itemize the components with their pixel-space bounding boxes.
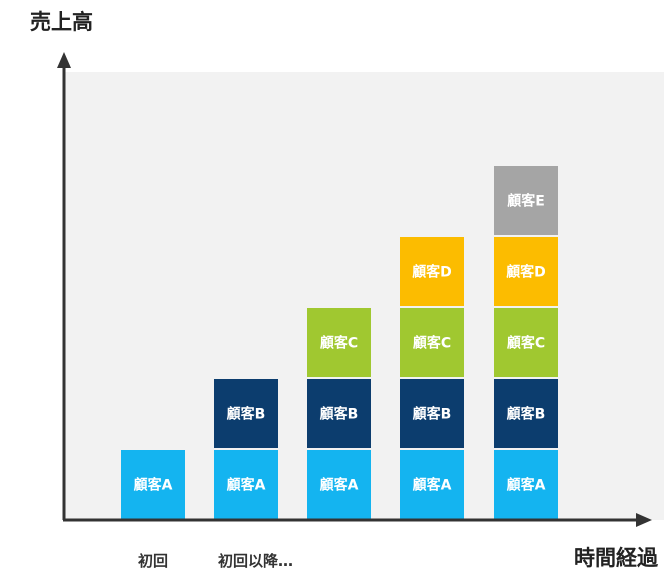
bar-segment (121, 450, 185, 519)
segment-label: 顧客A (134, 477, 173, 494)
bar-segment (214, 450, 278, 519)
segment-label: 顧客C (320, 335, 358, 352)
segment-label: 顧客B (227, 406, 266, 423)
segment-label: 顧客E (507, 193, 545, 210)
bar-segment (214, 379, 278, 448)
bar-segment (307, 379, 371, 448)
segment-label: 顧客A (413, 477, 452, 494)
segment-label: 顧客B (413, 406, 452, 423)
x-tick-label: 初回 (138, 552, 168, 570)
bar-segment (307, 308, 371, 377)
x-axis-title: 時間経過 (574, 546, 658, 570)
y-axis-arrow-icon (57, 52, 71, 68)
segment-label: 顧客A (320, 477, 359, 494)
bar-segment (400, 308, 464, 377)
bar-segment (307, 450, 371, 519)
segment-label: 顧客A (507, 477, 546, 494)
segment-label: 顧客D (412, 264, 452, 281)
bar-segment (494, 166, 558, 235)
x-axis-arrow-icon (636, 513, 652, 527)
bar-segment (494, 450, 558, 519)
bar-segment (400, 450, 464, 519)
bar-segment (494, 237, 558, 306)
segment-label: 顧客D (506, 264, 546, 281)
y-axis-title: 売上高 (30, 10, 93, 34)
segment-label: 顧客C (413, 335, 451, 352)
x-tick-label: 初回以降… (218, 552, 293, 570)
segment-label: 顧客C (507, 335, 545, 352)
bar-segment (494, 379, 558, 448)
bar-segment (400, 379, 464, 448)
segment-label: 顧客B (507, 406, 546, 423)
segment-label: 顧客B (320, 406, 359, 423)
bar-segment (400, 237, 464, 306)
bar-segment (494, 308, 558, 377)
segment-label: 顧客A (227, 477, 266, 494)
